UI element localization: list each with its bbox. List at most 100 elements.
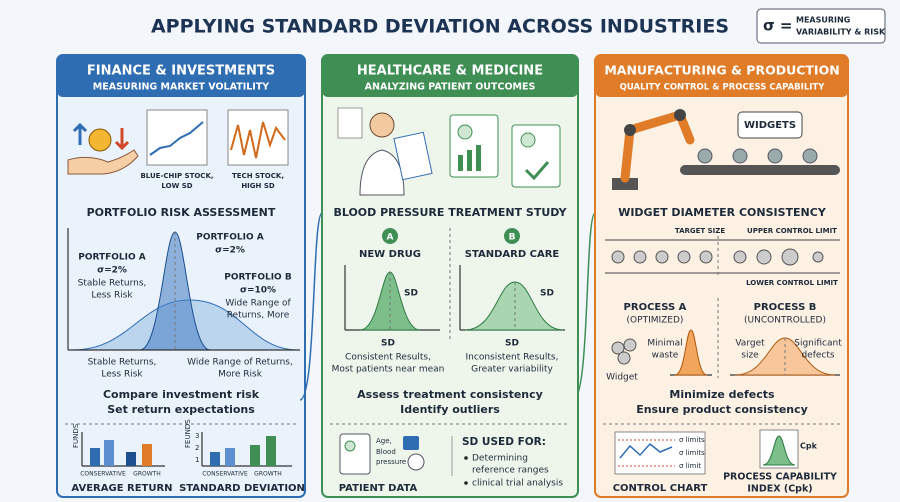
category: GROWTH: [133, 471, 161, 478]
panel-subtitle: MEASURING MARKET VOLATILITY: [93, 82, 270, 93]
section-title: WIDGET DIAMETER CONSISTENCY: [618, 206, 827, 219]
label: Less Risk: [91, 291, 133, 301]
icon-caption: BLUE-CHIP STOCK,: [140, 172, 213, 180]
label: Wide Range of Returns,: [187, 358, 293, 368]
caption: Inconsistent Results,: [466, 353, 559, 363]
note: defects: [801, 351, 834, 361]
patient-icon: [339, 433, 453, 476]
note: Widget: [606, 373, 638, 383]
takeaway: Minimize defects: [669, 388, 775, 401]
label: PORTFOLIO A: [196, 233, 264, 243]
panel-title: MANUFACTURING & PRODUCTION: [604, 63, 839, 78]
field: pressure: [376, 458, 406, 466]
label: LOWER CONTROL LIMIT: [746, 279, 838, 287]
tick: 3: [195, 432, 199, 440]
mini-charts: [81, 432, 292, 467]
badge-label: A: [387, 233, 394, 243]
takeaway: Ensure product consistency: [636, 403, 808, 416]
note: Significant: [794, 339, 842, 349]
badge-text: VARIABILITY & RISK: [796, 28, 886, 37]
bell-curves: [344, 265, 565, 331]
label: Wide Range of: [225, 299, 291, 309]
note: Varget: [735, 339, 765, 349]
takeaway: Set return expectations: [107, 403, 255, 416]
use: clinical trial analysis: [472, 479, 563, 489]
chart-title: AVERAGE RETURN: [71, 483, 172, 494]
label: σ=2%: [215, 246, 245, 256]
chart-title: CONTROL CHART: [613, 483, 708, 494]
axis-label: SD: [381, 339, 395, 349]
field: Blood: [376, 448, 396, 456]
label: σ=10%: [240, 286, 276, 296]
icon-caption: TECH STOCK,: [232, 172, 284, 180]
category: CONSERVATIVE: [202, 471, 248, 478]
process: (OPTIMIZED): [627, 316, 684, 326]
label: PORTFOLIO B: [224, 273, 292, 283]
label: More Risk: [218, 370, 263, 380]
badge-text: MEASURING: [796, 16, 850, 25]
use: reference ranges: [472, 466, 549, 476]
label: TARGET SIZE: [675, 227, 726, 235]
label: UPPER CONTROL LIMIT: [747, 227, 837, 235]
chart-title: PROCESS CAPABILITY: [723, 472, 837, 483]
limit-label: σ limits: [679, 436, 705, 444]
sd-label: SD: [540, 289, 554, 299]
icons: [67, 109, 289, 175]
axis-label: FEUNDS: [184, 419, 192, 448]
takeaway: Assess treatment consistency: [357, 388, 543, 401]
badge: [504, 228, 520, 244]
chart-title: STANDARD DEVIATION: [179, 483, 305, 494]
group-name: STANDARD CARE: [465, 249, 560, 260]
field: Age,: [376, 437, 392, 445]
note: waste: [652, 351, 679, 361]
caption: Most patients near mean: [332, 365, 445, 375]
title: APPLYING STANDARD DEVIATION ACROSS INDUS…: [151, 16, 729, 38]
label: Stable Returns,: [78, 279, 147, 289]
axis-label: FUNDS: [72, 423, 80, 448]
limit-label: σ limit: [679, 462, 701, 470]
category: GROWTH: [254, 471, 282, 478]
note: Minimal: [647, 339, 682, 349]
badge-label: B: [509, 233, 516, 243]
robot-conveyor: [612, 109, 840, 190]
bullet: [464, 481, 468, 485]
caption: Greater variability: [471, 365, 553, 375]
limit-label: σ limits: [679, 449, 705, 457]
process: (UNCONTROLLED): [744, 316, 826, 326]
takeaway: Compare investment risk: [103, 388, 260, 401]
chart-title: INDEX (Cpk): [747, 484, 812, 495]
caption: Consistent Results,: [345, 353, 431, 363]
patient-title: PATIENT DATA: [339, 483, 418, 494]
bullet: [464, 456, 468, 460]
group-name: NEW DRUG: [359, 249, 421, 260]
label: Stable Returns,: [88, 358, 157, 368]
section-title: BLOOD PRESSURE TREATMENT STUDY: [333, 206, 567, 219]
tick: 2: [195, 444, 199, 452]
axis-label: SD: [505, 339, 519, 349]
arrow: [299, 212, 323, 401]
control-chart-icon: [614, 429, 799, 475]
panel: [594, 54, 849, 498]
label: Less Risk: [101, 370, 143, 380]
uses-title: SD USED FOR:: [462, 436, 546, 448]
process: PROCESS B: [754, 302, 817, 313]
panel-header: [322, 55, 578, 97]
label: σ=2%: [97, 266, 127, 276]
use: Determining: [472, 454, 528, 464]
note: size: [741, 351, 759, 361]
badge-symbol: σ =: [763, 17, 792, 35]
bell-curves: [67, 228, 300, 351]
tick: 1: [195, 456, 199, 464]
panel-title: FINANCE & INVESTMENTS: [87, 64, 275, 79]
panel-subtitle: ANALYZING PATIENT OUTCOMES: [365, 82, 536, 93]
label: PORTFOLIO A: [78, 253, 146, 263]
panel-header: [595, 55, 848, 97]
panel-header: [57, 55, 305, 97]
cpk-symbol: Cpk: [800, 442, 818, 451]
label: Returns, More: [227, 311, 290, 321]
process-curves: [611, 329, 840, 376]
process: PROCESS A: [624, 302, 687, 313]
badge: [756, 8, 886, 44]
bubble: WIDGETS: [744, 120, 796, 131]
